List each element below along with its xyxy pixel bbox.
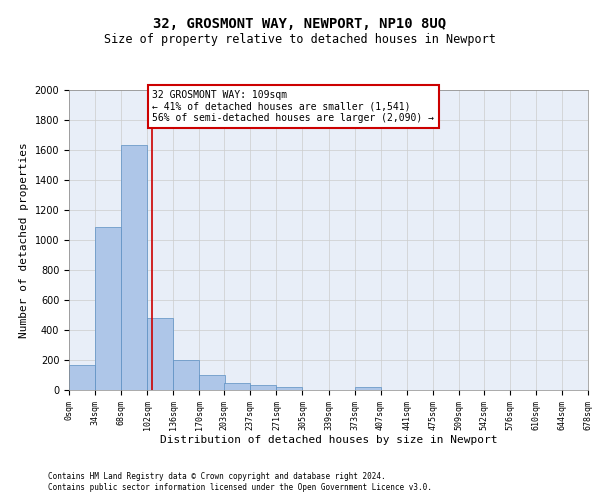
Bar <box>69 365 95 390</box>
Bar <box>355 387 380 390</box>
Text: 32, GROSMONT WAY, NEWPORT, NP10 8UQ: 32, GROSMONT WAY, NEWPORT, NP10 8UQ <box>154 18 446 32</box>
Bar <box>277 387 302 390</box>
Bar <box>224 383 250 390</box>
Text: 32 GROSMONT WAY: 109sqm
← 41% of detached houses are smaller (1,541)
56% of semi: 32 GROSMONT WAY: 109sqm ← 41% of detache… <box>152 90 434 123</box>
Bar <box>121 145 147 390</box>
Bar <box>250 385 277 390</box>
X-axis label: Distribution of detached houses by size in Newport: Distribution of detached houses by size … <box>160 436 497 446</box>
Bar <box>173 360 199 390</box>
Bar <box>147 318 173 390</box>
Y-axis label: Number of detached properties: Number of detached properties <box>19 142 29 338</box>
Text: Size of property relative to detached houses in Newport: Size of property relative to detached ho… <box>104 32 496 46</box>
Text: Contains HM Land Registry data © Crown copyright and database right 2024.: Contains HM Land Registry data © Crown c… <box>48 472 386 481</box>
Bar <box>199 375 225 390</box>
Text: Contains public sector information licensed under the Open Government Licence v3: Contains public sector information licen… <box>48 484 432 492</box>
Bar <box>95 226 121 390</box>
